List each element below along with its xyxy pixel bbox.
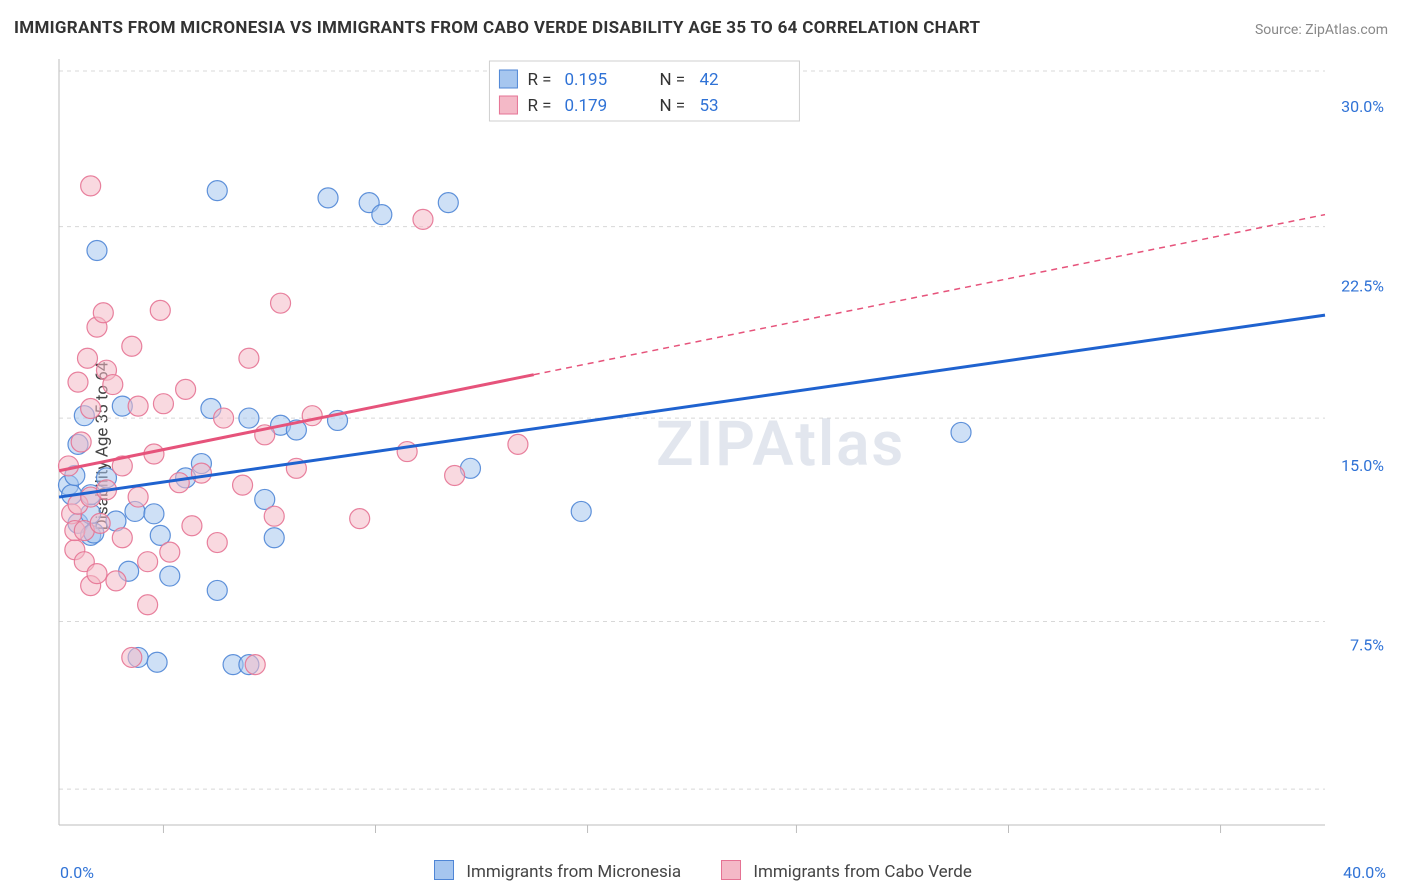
legend-item-micronesia: Immigrants from Micronesia bbox=[434, 860, 681, 882]
source-label: Source: ZipAtlas.com bbox=[1255, 22, 1388, 38]
swatch-caboverde bbox=[721, 860, 741, 880]
svg-text:R =: R = bbox=[527, 70, 551, 90]
legend-label-caboverde: Immigrants from Cabo Verde bbox=[753, 862, 972, 882]
svg-text:R =: R = bbox=[527, 96, 551, 116]
svg-text:0.179: 0.179 bbox=[564, 96, 607, 116]
svg-text:53: 53 bbox=[699, 96, 718, 116]
svg-text:15.0%: 15.0% bbox=[1341, 456, 1384, 475]
svg-text:N =: N = bbox=[659, 96, 685, 116]
swatch-micronesia bbox=[434, 860, 454, 880]
chart-frame: IMMIGRANTS FROM MICRONESIA VS IMMIGRANTS… bbox=[0, 0, 1406, 892]
svg-text:30.0%: 30.0% bbox=[1341, 97, 1384, 116]
svg-text:N =: N = bbox=[659, 70, 685, 90]
plot-area: 7.5% 15.0% 22.5% 30.0% ZIPAtlas R = 0.195 N = 42… bbox=[55, 55, 1390, 837]
svg-text:42: 42 bbox=[699, 70, 718, 90]
footer-legend: Immigrants from Micronesia Immigrants fr… bbox=[0, 860, 1406, 882]
svg-text:7.5%: 7.5% bbox=[1350, 635, 1384, 654]
svg-text:22.5%: 22.5% bbox=[1341, 276, 1384, 295]
svg-text:0.195: 0.195 bbox=[564, 70, 607, 90]
legend-item-caboverde: Immigrants from Cabo Verde bbox=[721, 860, 972, 882]
chart-title: IMMIGRANTS FROM MICRONESIA VS IMMIGRANTS… bbox=[14, 18, 980, 38]
legend-label-micronesia: Immigrants from Micronesia bbox=[466, 862, 681, 882]
chart-svg: 7.5% 15.0% 22.5% 30.0% ZIPAtlas R = 0.195 N = 42… bbox=[55, 55, 1390, 837]
svg-text:ZIPAtlas: ZIPAtlas bbox=[656, 408, 905, 481]
